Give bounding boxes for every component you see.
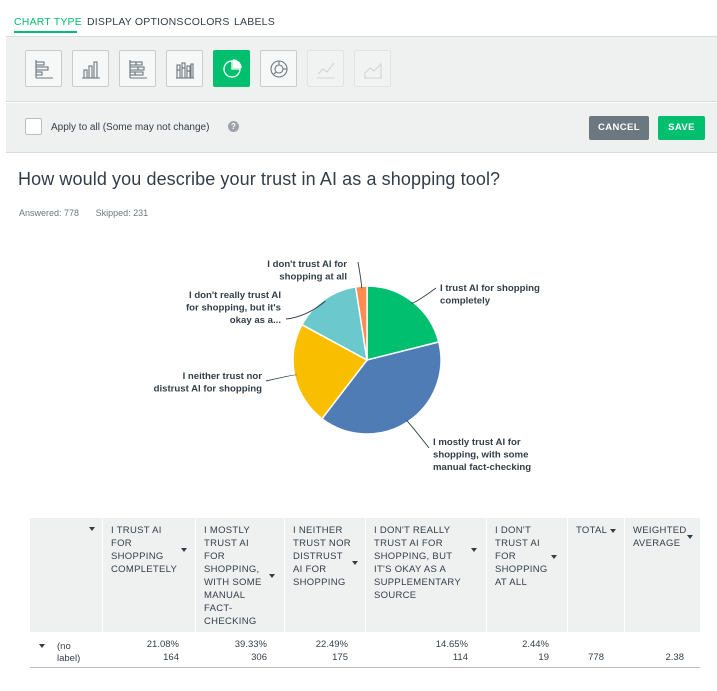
cell-percent: 22.49% (315, 639, 348, 650)
pie-slice (300, 286, 368, 362)
vertical-bar-chart-button[interactable] (72, 50, 109, 87)
response-stats: Answered: 778 Skipped: 231 (19, 208, 162, 218)
column-caret-icon[interactable] (269, 574, 275, 578)
apply-to-all-label: Apply to all (Some may not change) (51, 122, 210, 133)
active-tab-indicator (14, 31, 77, 33)
area-chart-icon (363, 62, 382, 79)
leader-line (265, 374, 298, 382)
question-title: How would you describe your trust in AI … (18, 169, 501, 189)
table-row: (no label) 21.08% 164 39.33% 306 22.49% … (30, 632, 700, 668)
slice-label: I mostly trust AI for shopping, with some… (433, 437, 531, 473)
pie-slice (292, 323, 369, 420)
leader-line (357, 261, 363, 289)
pie-chart-button[interactable] (213, 50, 250, 87)
line-chart-button[interactable] (307, 50, 344, 87)
column-header-weighted-average[interactable]: WEIGHTED AVERAGE (624, 518, 700, 632)
chart-type-toolbar (6, 36, 717, 102)
column-caret-icon[interactable] (610, 529, 616, 533)
vertical-bar-chart-icon (81, 60, 100, 79)
save-button[interactable]: SAVE (658, 116, 705, 140)
pie-chart: I trust AI for shopping completely I mostl… (154, 259, 540, 473)
slice-label: I neither trust nor distrust AI for shopp… (154, 371, 263, 395)
column-header-mostly-trust[interactable]: I MOSTLY TRUST AI FOR SHOPPING, WITH SOM… (195, 518, 282, 632)
stacked-horizontal-bar-chart-button[interactable] (119, 50, 156, 87)
column-header-trust-completely[interactable]: I TRUST AI FOR SHOPPING COMPLETELY (102, 518, 193, 632)
skipped-count: Skipped: 231 (95, 208, 149, 218)
column-caret-icon[interactable] (181, 548, 187, 552)
column-header-dont-trust[interactable]: I DON'T TRUST AI FOR SHOPPING AT ALL (486, 518, 565, 632)
stacked-vertical-bar-chart-button[interactable] (166, 50, 203, 87)
results-table: I TRUST AI FOR SHOPPING COMPLETELY I MOS… (30, 518, 700, 668)
cell-count: 306 (251, 652, 267, 663)
horizontal-bar-chart-icon (34, 59, 53, 79)
area-chart-button[interactable] (354, 50, 391, 87)
cancel-button[interactable]: CANCEL (589, 116, 649, 140)
leader-line (406, 419, 430, 449)
tab-display-options[interactable]: DISPLAY OPTIONS (87, 16, 184, 28)
pie-chart-icon (222, 58, 242, 78)
tab-chart-type[interactable]: CHART TYPE (14, 16, 82, 28)
tab-colors[interactable]: COLORS (184, 16, 230, 28)
table-header: I TRUST AI FOR SHOPPING COMPLETELY I MOS… (30, 518, 700, 632)
cell-weighted-average: 2.38 (665, 652, 685, 663)
expand-row-caret-icon[interactable] (39, 644, 45, 648)
cell-count: 175 (332, 652, 348, 663)
slice-label: I trust AI for shopping completely (440, 283, 540, 307)
line-chart-icon (316, 62, 335, 79)
cell-count: 164 (163, 652, 179, 663)
cell-percent: 14.65% (435, 639, 468, 650)
leader-line (411, 287, 437, 304)
cell-percent: 39.33% (234, 639, 267, 650)
donut-chart-button[interactable] (260, 50, 297, 87)
cell-percent: 21.08% (146, 639, 179, 650)
apply-to-all-checkbox[interactable] (25, 118, 42, 135)
column-caret-icon[interactable] (687, 535, 693, 539)
stacked-vertical-bar-chart-icon (175, 61, 194, 79)
column-caret-icon[interactable] (352, 561, 358, 565)
slice-label: I don't trust AI for shopping at all (267, 259, 347, 283)
row-sort-caret-icon[interactable] (89, 527, 95, 531)
column-header-total[interactable]: TOTAL (567, 518, 622, 632)
column-header-neither[interactable]: I NEITHER TRUST NOR DISTRUST AI FOR SHOP… (284, 518, 363, 632)
column-caret-icon[interactable] (551, 555, 557, 559)
cell-total: 778 (588, 652, 604, 663)
cell-percent: 2.44% (522, 639, 549, 650)
leader-line (285, 300, 326, 320)
stacked-horizontal-bar-chart-icon (128, 59, 147, 79)
chart-options-bar: Apply to all (Some may not change) ? CAN… (6, 103, 717, 153)
chart-settings-tabs: CHART TYPE DISPLAY OPTIONS COLORS LABELS (0, 0, 717, 35)
slice-label: I don't really trust AI for shopping, but… (186, 290, 281, 326)
cell-count: 19 (538, 652, 549, 663)
donut-chart-icon (269, 59, 288, 78)
row-label: (no label) (57, 641, 81, 664)
tab-labels[interactable]: LABELS (234, 16, 275, 28)
help-icon[interactable]: ? (228, 121, 239, 132)
column-caret-icon[interactable] (471, 548, 477, 552)
answered-count: Answered: 778 (19, 208, 80, 218)
cell-count: 114 (452, 652, 468, 663)
column-header-dont-really-trust[interactable]: I DON'T REALLY TRUST AI FOR SHOPPING, BU… (365, 518, 484, 632)
pie-slice (366, 285, 440, 361)
horizontal-bar-chart-button[interactable] (25, 50, 62, 87)
